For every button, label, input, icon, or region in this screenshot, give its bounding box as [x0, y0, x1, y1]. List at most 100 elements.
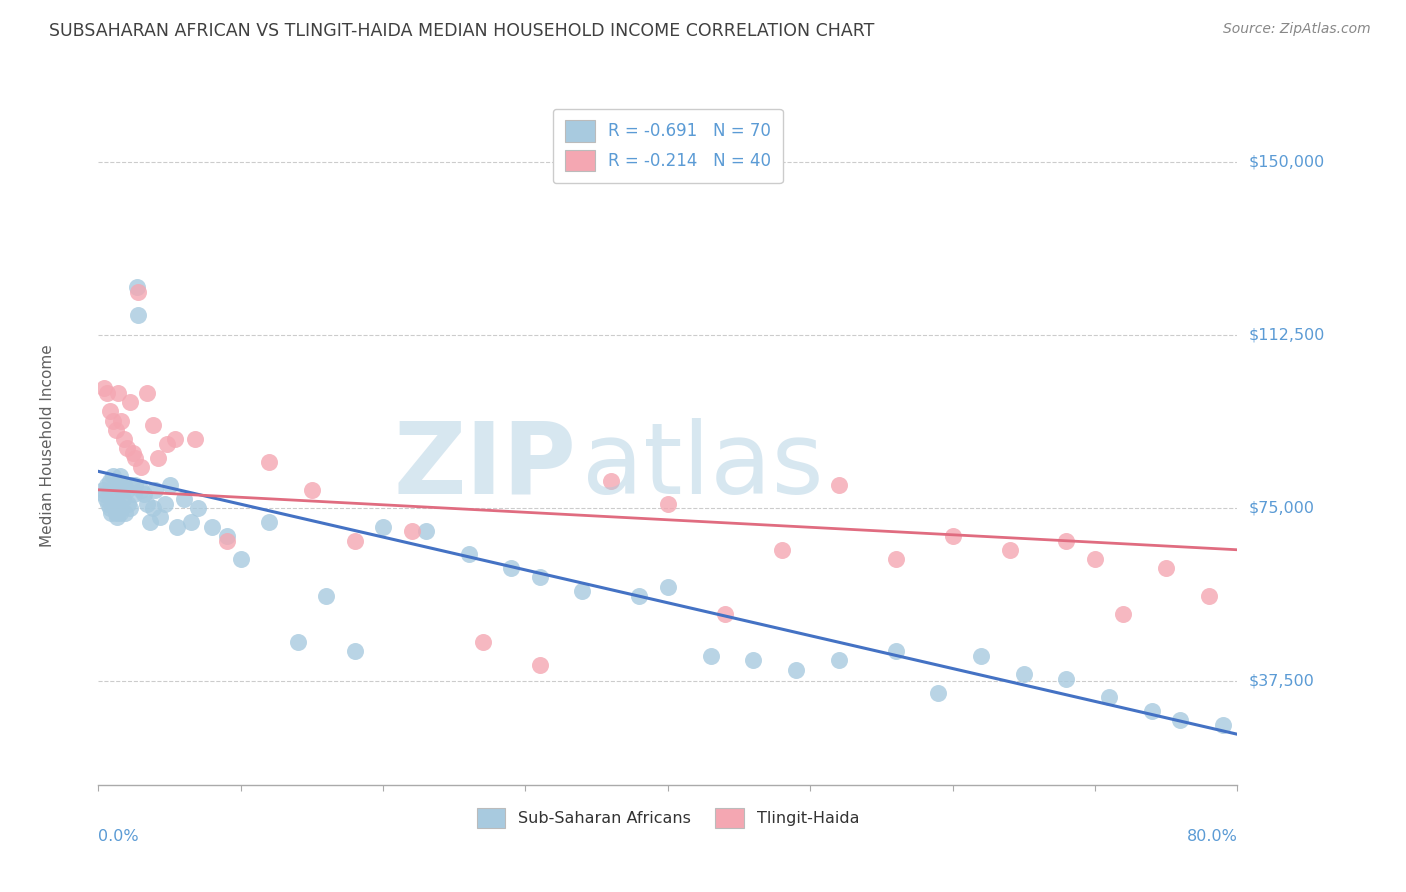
Point	[148, 450, 170, 465]
Point	[657, 580, 679, 594]
Text: ZIP: ZIP	[394, 417, 576, 515]
Point	[1154, 561, 1177, 575]
Point	[98, 404, 121, 418]
Point	[1012, 667, 1035, 681]
Point	[115, 442, 138, 456]
Point	[107, 478, 129, 492]
Point	[828, 478, 851, 492]
Point	[166, 519, 188, 533]
Point	[114, 506, 136, 520]
Point	[105, 510, 128, 524]
Point	[165, 432, 187, 446]
Point	[110, 483, 132, 497]
Point	[471, 635, 494, 649]
Point	[343, 533, 366, 548]
Point	[145, 483, 167, 497]
Point	[115, 483, 138, 497]
Point	[259, 455, 281, 469]
Point	[998, 542, 1021, 557]
Point	[1112, 607, 1135, 622]
Point	[742, 653, 765, 667]
Point	[600, 474, 623, 488]
Point	[124, 478, 146, 492]
Point	[100, 506, 122, 520]
Point	[118, 395, 141, 409]
Text: $75,000: $75,000	[1249, 500, 1315, 516]
Point	[457, 547, 479, 561]
Point	[112, 432, 135, 446]
Point	[927, 686, 949, 700]
Text: SUBSAHARAN AFRICAN VS TLINGIT-HAIDA MEDIAN HOUSEHOLD INCOME CORRELATION CHART: SUBSAHARAN AFRICAN VS TLINGIT-HAIDA MEDI…	[49, 22, 875, 40]
Point	[173, 491, 195, 506]
Point	[401, 524, 423, 539]
Point	[124, 450, 146, 465]
Text: 0.0%: 0.0%	[98, 829, 139, 844]
Point	[125, 280, 148, 294]
Point	[93, 487, 115, 501]
Point	[1056, 672, 1078, 686]
Point	[1084, 552, 1107, 566]
Text: Source: ZipAtlas.com: Source: ZipAtlas.com	[1223, 22, 1371, 37]
Point	[135, 497, 157, 511]
Point	[529, 570, 551, 584]
Point	[117, 497, 139, 511]
Point	[970, 648, 993, 663]
Point	[141, 418, 163, 433]
Point	[107, 497, 129, 511]
Point	[103, 491, 125, 506]
Point	[628, 589, 651, 603]
Point	[97, 497, 120, 511]
Legend: Sub-Saharan Africans, Tlingit-Haida: Sub-Saharan Africans, Tlingit-Haida	[470, 801, 866, 835]
Point	[828, 653, 851, 667]
Point	[101, 414, 124, 428]
Point	[942, 529, 965, 543]
Point	[770, 542, 793, 557]
Point	[120, 478, 142, 492]
Point	[1056, 533, 1078, 548]
Point	[93, 381, 115, 395]
Point	[1170, 714, 1192, 728]
Point	[101, 469, 124, 483]
Point	[501, 561, 523, 575]
Point	[110, 414, 132, 428]
Point	[104, 506, 127, 520]
Point	[96, 478, 118, 492]
Point	[111, 491, 134, 506]
Point	[96, 386, 118, 401]
Point	[884, 552, 907, 566]
Point	[287, 635, 309, 649]
Point	[135, 386, 157, 401]
Point	[107, 386, 129, 401]
Text: $37,500: $37,500	[1249, 673, 1315, 689]
Point	[127, 285, 149, 299]
Point	[529, 658, 551, 673]
Point	[315, 589, 337, 603]
Point	[104, 483, 127, 497]
Point	[1098, 690, 1121, 705]
Point	[112, 478, 135, 492]
Point	[343, 644, 366, 658]
Point	[132, 487, 155, 501]
Point	[180, 515, 202, 529]
Point	[141, 501, 163, 516]
Point	[108, 469, 131, 483]
Point	[229, 552, 252, 566]
Point	[1140, 704, 1163, 718]
Point	[1198, 589, 1220, 603]
Point	[129, 483, 152, 497]
Point	[108, 506, 131, 520]
Point	[155, 497, 177, 511]
Point	[104, 423, 127, 437]
Text: $150,000: $150,000	[1249, 155, 1324, 169]
Point	[699, 648, 721, 663]
Point	[1212, 718, 1234, 732]
Point	[98, 474, 121, 488]
Point	[884, 644, 907, 658]
Text: $112,500: $112,500	[1249, 328, 1324, 343]
Point	[373, 519, 395, 533]
Point	[215, 529, 238, 543]
Point	[118, 501, 141, 516]
Point	[259, 515, 281, 529]
Point	[127, 308, 149, 322]
Point	[415, 524, 437, 539]
